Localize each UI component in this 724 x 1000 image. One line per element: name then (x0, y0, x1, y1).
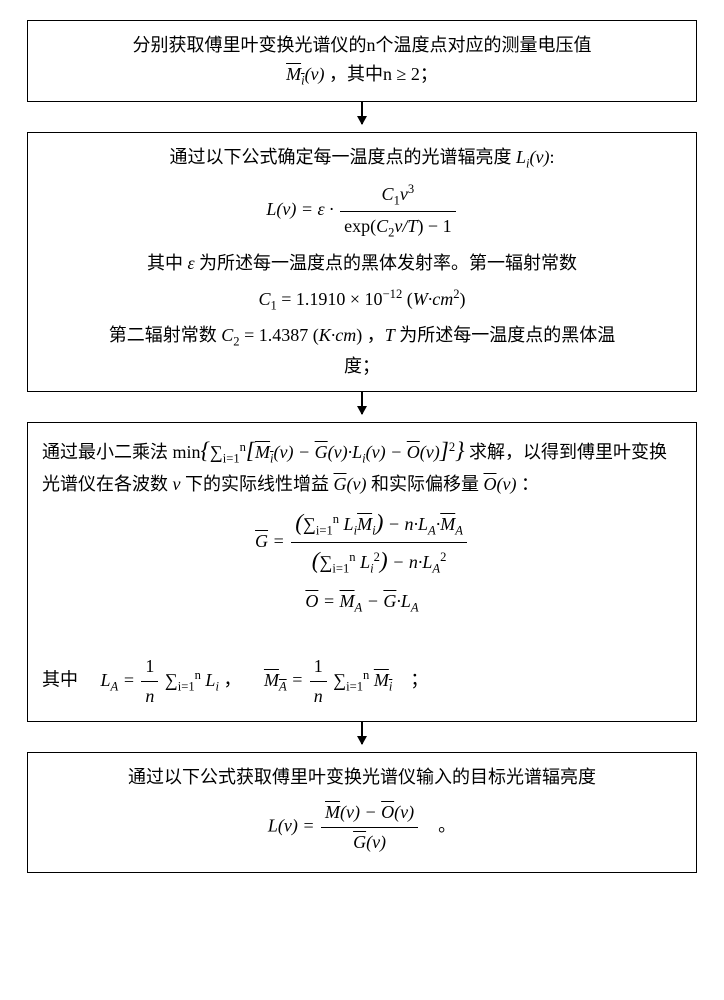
arrow-1 (20, 102, 704, 132)
step3-where: 其中 (42, 670, 78, 690)
arrow-3 (20, 722, 704, 752)
step2-formula-L: L(v) = ε · C1v3 exp(C2v/T) − 1 (42, 179, 682, 242)
step1-text2: ，其中n ≥ 2； (329, 64, 438, 84)
step-box-4: 通过以下公式获取傅里叶变换光谱仪输入的目标光谱辐亮度 L(v) = M(v) −… (27, 752, 697, 873)
step-box-2: 通过以下公式确定每一温度点的光谱辐亮度 Li(v): L(v) = ε · C1… (27, 132, 697, 392)
step2-eps-text: 其中 ε 为所述每一温度点的黑体发射率。第一辐射常数 (147, 253, 577, 273)
step2-text1: 通过以下公式确定每一温度点的光谱辐亮度 (169, 147, 511, 167)
step3-G-formula: G = (∑i=1n LiMi) − n·LA·MA (∑i=1n Li2) −… (42, 505, 682, 581)
step3-min: min{∑i=1n[Mi(v) − G(v)·Li(v) − O(v)]2} (173, 442, 470, 462)
step-box-1: 分别获取傅里叶变换光谱仪的n个温度点对应的测量电压值 Mi(v) ，其中n ≥ … (27, 20, 697, 102)
step3-O-formula: O = MA − G·LA (42, 587, 682, 618)
step2-C2-line: 第二辐射常数 C2 = 1.4387 (K·cm) ，T 为所述每一温度点的黑体… (42, 321, 682, 352)
step2-C2-prefix: 第二辐射常数 (109, 325, 217, 345)
step3-para: 通过最小二乘法 min{∑i=1n[Mi(v) − G(v)·Li(v) − O… (42, 433, 682, 499)
step-box-3: 通过最小二乘法 min{∑i=1n[Mi(v) − G(v)·Li(v) − O… (27, 422, 697, 722)
step3-where-line: 其中 LA = 1n ∑i=1n Li ， MA = 1n ∑i=1n Mi ； (42, 652, 682, 711)
step4-text: 通过以下公式获取傅里叶变换光谱仪输入的目标光谱辐亮度 (128, 767, 596, 787)
step1-text1: 分别获取傅里叶变换光谱仪的n个温度点对应的测量电压值 (133, 35, 592, 55)
step2-C1: C1 = 1.1910 × 10−12 (W·cm2) (42, 284, 682, 316)
step4-formula: L(v) = M(v) − O(v) G(v) 。 (42, 798, 682, 857)
arrow-2 (20, 392, 704, 422)
step1-formula: Mi(v) (286, 64, 324, 84)
step2-Li: Li(v) (516, 147, 550, 167)
step2-last: 度； (42, 352, 682, 381)
step3-prefix: 通过最小二乘法 (42, 442, 168, 462)
